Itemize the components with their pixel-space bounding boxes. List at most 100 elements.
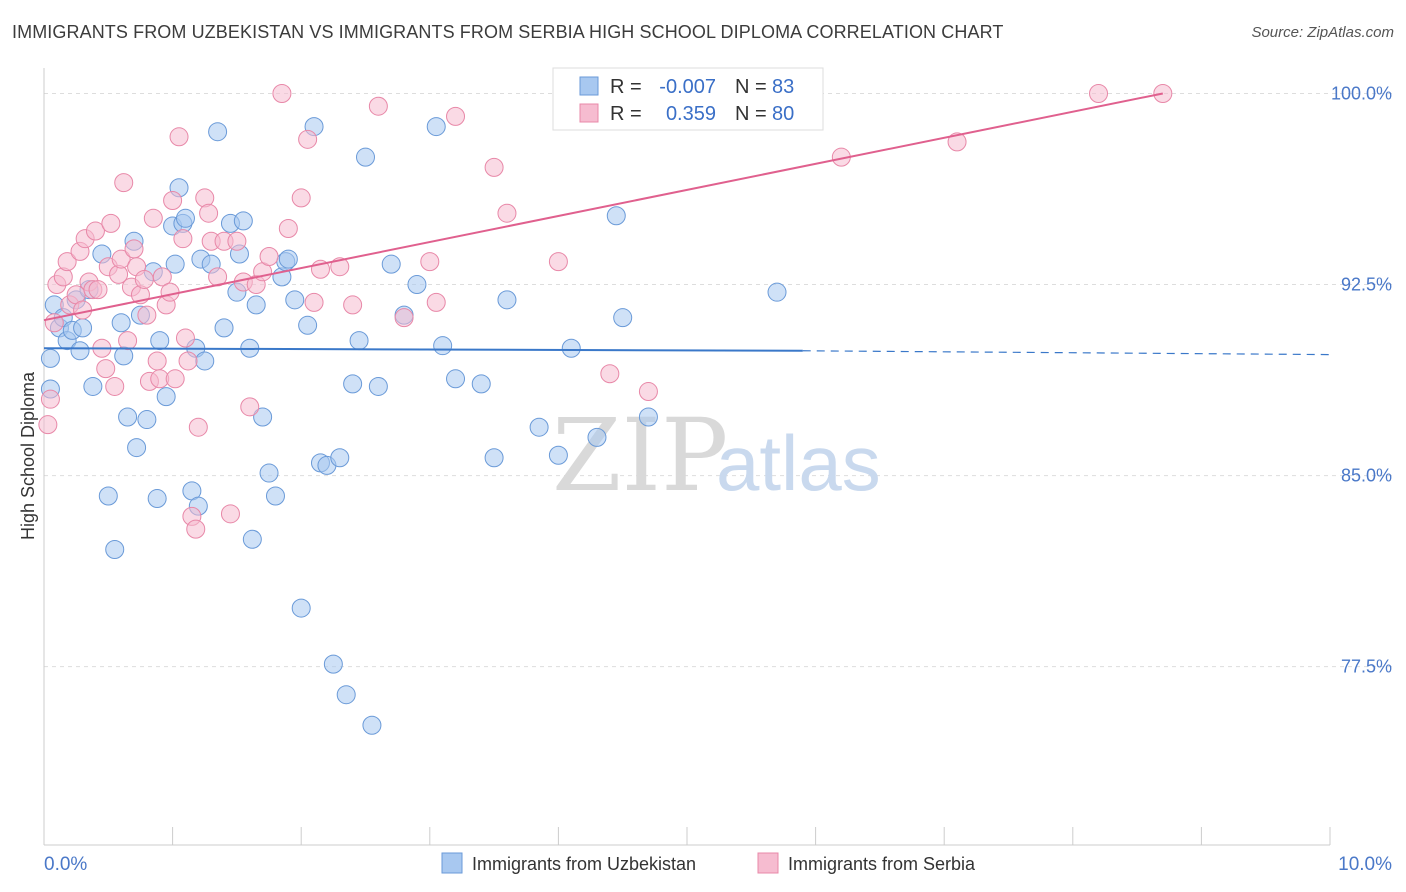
uzbekistan-point xyxy=(349,331,369,351)
serbia-point xyxy=(124,239,144,259)
legend-n-value-serbia: 80 xyxy=(772,103,794,125)
uzbekistan-point xyxy=(265,486,285,506)
grid-lines xyxy=(44,92,1392,668)
legend-r-value-serbia: 0.359 xyxy=(666,103,716,125)
y-tick-label: 100.0% xyxy=(1331,83,1392,103)
serbia-point xyxy=(163,190,183,210)
uzbekistan-point xyxy=(127,438,147,458)
serbia-point xyxy=(73,300,93,320)
serbia-point xyxy=(178,351,198,371)
trend-line-serbia xyxy=(43,92,1164,322)
uzbekistan-point xyxy=(638,407,658,427)
uzbekistan-point xyxy=(356,147,375,167)
serbia-point xyxy=(1089,83,1109,103)
uzbekistan-point xyxy=(165,254,185,274)
serbia-point xyxy=(186,519,206,539)
y-tick-labels: 77.5% 85.0% 92.5% 100.0% xyxy=(1331,83,1392,676)
serbia-point xyxy=(188,417,208,437)
uzbekistan-point xyxy=(767,282,787,302)
uzbekistan-point xyxy=(497,290,517,310)
uzbekistan-point xyxy=(368,376,388,396)
uzbekistan-point xyxy=(343,374,363,394)
bottom-legend-swatch-uzbekistan xyxy=(441,852,463,874)
serbia-point xyxy=(160,282,180,302)
serbia-point xyxy=(169,127,189,147)
uzbekistan-point xyxy=(111,313,131,333)
uzbekistan-point xyxy=(471,374,491,394)
watermark: ZIP atlas xyxy=(552,397,881,514)
uzbekistan-point xyxy=(298,315,318,335)
chart-title: IMMIGRANTS FROM UZBEKISTAN VS IMMIGRANTS… xyxy=(12,22,1004,42)
bottom-legend-label-uzbekistan: Immigrants from Uzbekistan xyxy=(472,854,696,874)
trend-line-uzbekistan-extension xyxy=(802,350,1331,356)
serbia-point xyxy=(446,106,466,126)
serbia-point xyxy=(38,415,58,435)
bottom-legend-label-serbia: Immigrants from Serbia xyxy=(788,854,976,874)
serbia-point xyxy=(947,132,967,152)
serbia-point xyxy=(484,157,504,177)
uzbekistan-point xyxy=(548,445,568,465)
legend-r-label-uzbekistan: R = xyxy=(610,76,642,98)
serbia-point xyxy=(199,203,219,223)
serbia-point xyxy=(111,249,131,269)
y-tick-label: 77.5% xyxy=(1341,657,1392,677)
uzbekistan-point xyxy=(242,529,262,549)
uzbekistan-point xyxy=(613,308,633,328)
y-axis-label: High School Diploma xyxy=(18,371,38,540)
serbia-point xyxy=(259,247,279,267)
y-tick-label: 85.0% xyxy=(1341,466,1392,486)
uzbekistan-point xyxy=(587,427,607,447)
uzbekistan-point xyxy=(426,117,446,137)
watermark-atlas: atlas xyxy=(716,419,881,507)
legend-r-value-uzbekistan: -0.007 xyxy=(659,76,716,98)
uzbekistan-point xyxy=(253,407,273,427)
uzbekistan-point xyxy=(214,318,234,338)
uzbekistan-point xyxy=(137,410,157,430)
uzbekistan-point xyxy=(156,387,176,407)
serbia-point xyxy=(420,252,440,272)
legend-n-label-uzbekistan: N = xyxy=(735,76,767,98)
source-credit: Source: ZipAtlas.com xyxy=(1251,24,1394,41)
serbia-point xyxy=(227,231,247,251)
uzbekistan-point xyxy=(40,348,60,368)
serbia-point xyxy=(57,252,77,272)
x-max-label: 10.0% xyxy=(1338,854,1392,875)
legend-swatch-uzbekistan xyxy=(579,76,599,96)
uzbekistan-point xyxy=(484,448,504,468)
uzbekistan-point xyxy=(336,685,356,705)
legend-n-value-uzbekistan: 83 xyxy=(772,76,794,98)
x-ticks xyxy=(43,827,1331,845)
uzbekistan-point xyxy=(98,486,118,506)
serbia-point xyxy=(114,173,134,193)
uzbekistan-point xyxy=(83,376,103,396)
serbia-point xyxy=(330,257,350,277)
uzbekistan-point xyxy=(529,417,549,437)
uzbekistan-point xyxy=(118,407,138,427)
serbia-point xyxy=(96,359,116,379)
serbia-point xyxy=(368,96,388,116)
uzbekistan-point xyxy=(446,369,466,389)
uzbekistan-point xyxy=(285,290,305,310)
serbia-point xyxy=(298,129,318,149)
serbia-point xyxy=(497,203,517,223)
serbia-point xyxy=(143,208,163,228)
y-tick-label: 92.5% xyxy=(1341,275,1392,295)
trend-line-uzbekistan xyxy=(43,347,803,352)
uzbekistan-point xyxy=(70,341,90,361)
serbia-point xyxy=(134,269,154,289)
uzbekistan-point xyxy=(73,318,93,338)
serbia-point xyxy=(291,188,311,208)
serbia-point xyxy=(101,213,121,233)
series-serbia xyxy=(38,83,1173,539)
serbia-point xyxy=(175,328,195,348)
uzbekistan-point xyxy=(278,249,298,269)
serbia-point xyxy=(272,83,292,103)
uzbekistan-point xyxy=(150,331,170,351)
uzbekistan-point xyxy=(407,275,427,295)
serbia-point xyxy=(638,382,658,402)
serbia-point xyxy=(118,331,138,351)
uzbekistan-point xyxy=(291,598,311,618)
uzbekistan-point xyxy=(246,295,266,315)
uzbekistan-point xyxy=(433,336,453,356)
